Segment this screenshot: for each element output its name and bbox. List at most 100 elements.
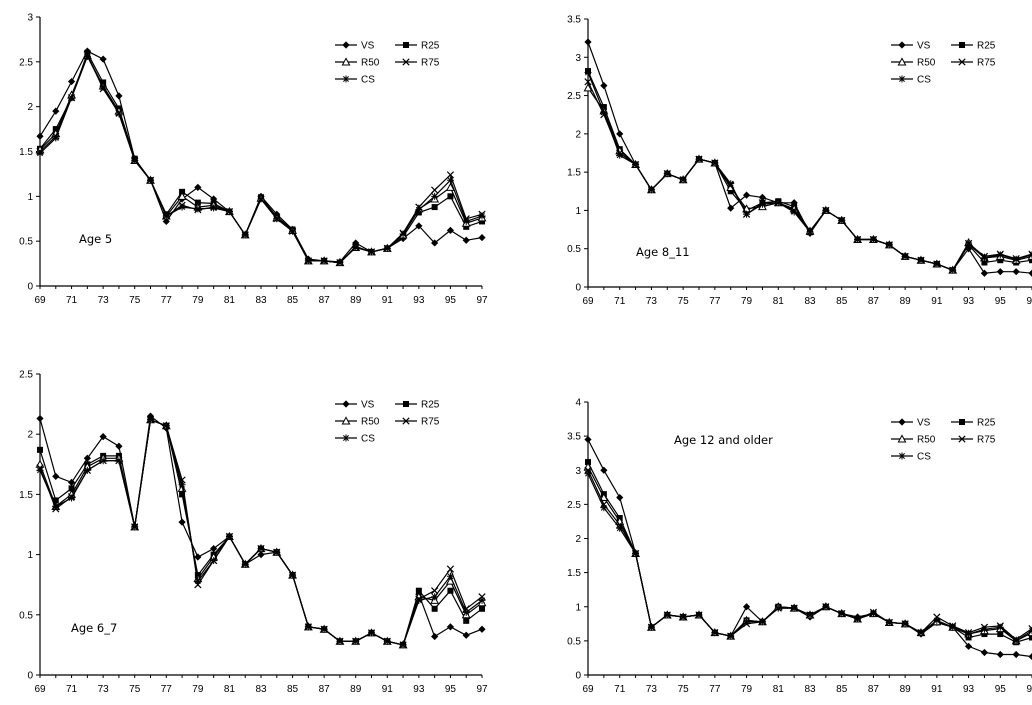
legend-label: R50: [917, 58, 936, 69]
data-point-cs: [663, 170, 671, 178]
data-point-cs: [885, 241, 893, 249]
data-point-r75: [431, 186, 439, 194]
legend-item-r75: R75: [951, 435, 996, 446]
legend-item-r25: R25: [951, 41, 996, 52]
data-point-vs: [1028, 269, 1032, 277]
x-tick-label: 87: [319, 295, 331, 306]
data-point-cs: [83, 466, 91, 474]
data-point-vs: [67, 77, 76, 86]
data-point-vs: [431, 632, 439, 641]
series-cs: [36, 52, 486, 267]
data-point-r75: [584, 78, 592, 86]
legend-item-r50: R50: [891, 57, 936, 69]
legend-label: R75: [421, 417, 440, 428]
data-point-r25: [37, 446, 43, 453]
y-tick-label: 2: [575, 129, 581, 140]
data-point-cs: [679, 613, 687, 621]
x-tick-label: 91: [382, 684, 394, 695]
data-point-vs: [52, 472, 60, 480]
data-point-vs: [616, 130, 624, 138]
data-point-cs: [854, 236, 862, 244]
x-tick-label: 87: [868, 296, 880, 307]
x-tick-label: 97: [1026, 684, 1032, 695]
y-tick-label: 2: [27, 102, 33, 113]
x-tick-label: 91: [931, 296, 943, 307]
legend-item-vs: VS: [891, 418, 931, 429]
data-point-cs: [743, 210, 751, 218]
data-point-cs: [901, 620, 909, 628]
data-point-cs: [304, 623, 312, 631]
data-point-cs: [383, 244, 391, 252]
data-point-vs: [1028, 652, 1032, 661]
data-point-vs: [790, 199, 798, 207]
data-point-cs: [431, 192, 439, 200]
data-point-cs: [52, 134, 60, 142]
x-tick-label: 77: [161, 295, 173, 306]
data-point-vs: [36, 414, 44, 423]
data-point-r25: [997, 257, 1004, 264]
x-tick-label: 83: [804, 296, 816, 307]
data-point-vs: [584, 435, 592, 444]
data-point-cs: [711, 629, 719, 637]
data-point-cs: [616, 151, 624, 159]
legend-item-r50: R50: [335, 416, 380, 428]
x-tick-label: 89: [350, 684, 362, 695]
data-point-r25: [52, 497, 59, 504]
x-tick-label: 97: [476, 684, 488, 695]
data-point-cs: [462, 217, 470, 225]
y-tick-label: 2.5: [19, 370, 33, 381]
x-tick-label: 81: [773, 684, 785, 695]
data-point-r25: [68, 485, 75, 492]
data-point-cs: [68, 94, 76, 102]
x-tick-label: 83: [804, 684, 816, 695]
data-point-r75: [431, 587, 439, 595]
data-point-cs: [162, 422, 170, 430]
data-point-cs: [415, 206, 423, 214]
data-point-cs: [225, 533, 233, 541]
x-tick-label: 77: [709, 296, 721, 307]
legend-marker-r50: [897, 57, 907, 66]
data-point-cs: [584, 470, 592, 478]
data-point-cs: [727, 180, 735, 188]
legend-marker-vs: [898, 41, 906, 49]
x-tick-label: 75: [678, 296, 690, 307]
x-tick-label: 71: [66, 684, 78, 695]
legend-marker-vs: [342, 41, 350, 49]
data-point-cs: [210, 557, 218, 565]
legend-item-cs: CS: [335, 75, 375, 86]
legend-item-r50: R50: [335, 57, 380, 69]
series-cs: [36, 416, 486, 649]
legend-item-r25: R25: [951, 418, 996, 429]
series-vs: [36, 412, 486, 649]
data-point-cs: [83, 52, 91, 60]
legend-item-vs: VS: [335, 41, 375, 52]
x-tick-label: 71: [614, 684, 626, 695]
data-point-cs: [758, 618, 766, 626]
legend-item-r50: R50: [891, 434, 936, 446]
y-tick-label: 0.5: [567, 244, 581, 255]
y-tick-label: 3: [575, 466, 581, 477]
data-point-r25: [479, 218, 485, 225]
legend-marker-cs: [342, 434, 350, 442]
data-point-r75: [446, 565, 455, 573]
series-line-vs: [39, 50, 483, 263]
data-point-cs: [600, 504, 608, 512]
legend-marker-r75: [958, 435, 966, 443]
y-tick-label: 1.5: [19, 490, 33, 501]
x-tick-label: 81: [224, 684, 236, 695]
data-point-cs: [616, 524, 624, 532]
data-point-r25: [447, 193, 454, 200]
data-point-cs: [320, 625, 328, 633]
legend-marker-r25: [959, 42, 965, 48]
legend-label: R50: [361, 417, 380, 428]
data-point-vs: [415, 222, 423, 230]
x-tick-label: 73: [646, 296, 658, 307]
data-point-cs: [273, 215, 281, 223]
data-point-r50: [599, 492, 609, 502]
legend-marker-r25: [403, 42, 409, 48]
legend-marker-r50: [897, 434, 907, 443]
data-point-cs: [36, 466, 44, 474]
data-point-cs: [336, 259, 344, 267]
y-tick-label: 1: [575, 602, 581, 613]
chart-age-6-7: 0 0.5 1 1.5 2 2.5 69 71 73 75 77 79 81 83 85 87 89 91 93 95…: [19, 370, 488, 696]
